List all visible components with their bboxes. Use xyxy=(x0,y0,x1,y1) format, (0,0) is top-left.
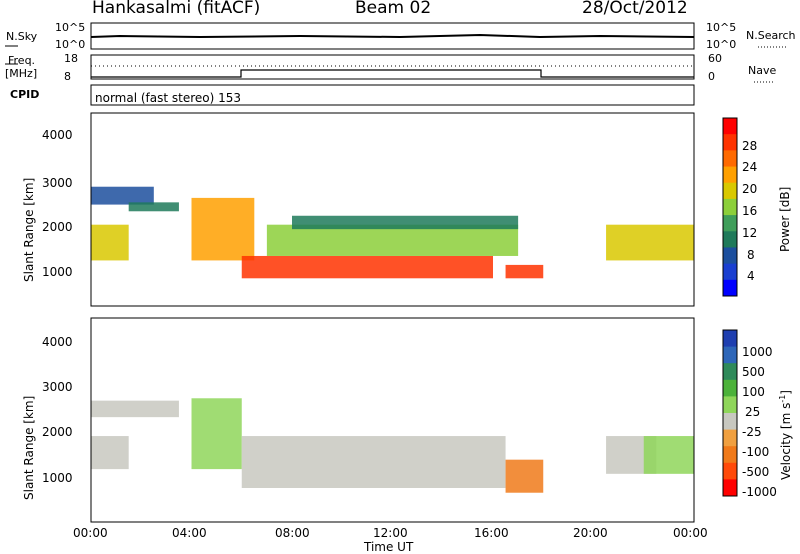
heatmap-cell xyxy=(643,436,694,474)
power-colorbar xyxy=(722,117,738,297)
colorbar-swatch xyxy=(723,413,737,431)
colorbar-swatch xyxy=(723,379,737,397)
nave-tick-high: 60 xyxy=(708,52,722,65)
power-cbar-tick: 28 xyxy=(742,139,758,153)
power-ytick: 1000 xyxy=(42,265,73,279)
power-cbar-tick: 8 xyxy=(747,248,755,262)
colorbar-swatch xyxy=(723,429,737,447)
heatmap-cell xyxy=(241,255,493,279)
heatmap-cell xyxy=(91,186,154,205)
cpid-mode-text: normal (fast stereo) 153 xyxy=(95,91,242,105)
velocity-cbar-tick: 1000 xyxy=(742,345,773,359)
colorbar-swatch xyxy=(723,247,737,265)
colorbar-swatch xyxy=(723,479,737,497)
velocity-ytick: 4000 xyxy=(42,335,73,349)
x-tick: 16:00 xyxy=(474,526,509,540)
x-tick: 04:00 xyxy=(172,526,207,540)
nave-label: Nave xyxy=(748,64,777,77)
power-ytick: 2000 xyxy=(42,220,73,234)
velocity-cbar-tick: -1000 xyxy=(742,485,777,499)
nsky-label: N.Sky xyxy=(6,30,38,43)
beam-title: Beam 02 xyxy=(355,0,432,18)
velocity-cbar-tick: 25 xyxy=(745,405,761,419)
heatmap-cell xyxy=(191,398,242,470)
velocity-cbar-tick: -25 xyxy=(742,425,762,439)
heatmap-cell xyxy=(91,400,179,418)
station-title: Hankasalmi (fitACF) xyxy=(92,0,261,18)
nsky-tick-high: 10^5 xyxy=(55,21,86,34)
power-cbar-tick: 24 xyxy=(742,160,758,174)
velocity-cbar-tick: -100 xyxy=(742,445,770,459)
x-tick: 00:00 xyxy=(73,526,108,540)
x-tick: 08:00 xyxy=(275,526,310,540)
nsky-trace xyxy=(90,33,695,39)
cpid-panel-frame xyxy=(90,84,695,106)
colorbar-swatch xyxy=(723,134,737,151)
colorbar-swatch xyxy=(723,118,737,135)
nsearch-label: N.Search xyxy=(746,29,796,42)
velocity-heatmap xyxy=(91,398,694,493)
velocity-cbar-tick: 500 xyxy=(742,365,765,379)
colorbar-swatch xyxy=(723,166,737,184)
heatmap-cell xyxy=(606,224,694,261)
colorbar-swatch xyxy=(723,346,737,364)
heatmap-cell xyxy=(241,436,506,488)
colorbar-swatch xyxy=(723,446,737,464)
colorbar-swatch xyxy=(723,462,737,480)
colorbar-swatch xyxy=(723,363,737,381)
power-ytick: 3000 xyxy=(42,176,73,190)
velocity-cbar-tick: -500 xyxy=(742,465,770,479)
freq-label-2: [MHz] xyxy=(5,67,38,80)
colorbar-swatch xyxy=(723,182,737,200)
colorbar-swatch xyxy=(723,279,737,297)
freq-panel-frame xyxy=(90,54,695,80)
freq-tick-high: 18 xyxy=(64,52,78,65)
power-heatmap xyxy=(91,186,694,279)
heatmap-cell xyxy=(128,202,179,212)
nave-tick-low: 0 xyxy=(708,70,715,83)
x-tick: 12:00 xyxy=(373,526,408,540)
heatmap-cell xyxy=(191,197,255,261)
freq-tick-low: 8 xyxy=(64,70,71,83)
velocity-ytick: 3000 xyxy=(42,380,73,394)
colorbar-swatch xyxy=(723,215,737,232)
power-ytick: 4000 xyxy=(42,128,73,142)
colorbar-swatch xyxy=(723,396,737,414)
colorbar-swatch xyxy=(723,330,737,348)
power-cbar-tick: 16 xyxy=(742,204,758,218)
heatmap-cell xyxy=(91,436,129,470)
velocity-ytick: 1000 xyxy=(42,471,73,485)
x-axis-label: Time UT xyxy=(364,540,414,554)
x-tick: 20:00 xyxy=(573,526,608,540)
colorbar-swatch xyxy=(723,231,737,248)
x-tick: 00:00 xyxy=(673,526,708,540)
colorbar-swatch xyxy=(723,150,737,168)
date-title: 28/Oct/2012 xyxy=(582,0,688,18)
nsky-tick-low: 10^0 xyxy=(55,38,86,51)
colorbar-frame xyxy=(722,117,738,297)
power-panel-frame xyxy=(90,112,695,307)
colorbar-swatch xyxy=(723,263,737,281)
velocity-panel-frame xyxy=(90,317,695,523)
colorbar-swatch xyxy=(723,198,737,216)
velocity-cbar-tick: 100 xyxy=(742,385,765,399)
freq-trace xyxy=(91,69,694,78)
power-cbar-tick: 4 xyxy=(747,269,755,283)
velocity-colorbar xyxy=(722,329,738,497)
power-cbar-tick: 12 xyxy=(742,226,758,240)
heatmap-cell xyxy=(266,224,519,256)
power-cbar-tick: 20 xyxy=(742,182,758,196)
nsearch-tick-high: 10^5 xyxy=(706,21,737,34)
colorbar-frame xyxy=(722,329,738,497)
heatmap-cell xyxy=(505,264,544,279)
heatmap-cell xyxy=(292,215,519,230)
nsearch-tick-low: 10^0 xyxy=(706,38,737,51)
velocity-ytick: 2000 xyxy=(42,425,73,439)
heatmap-cell xyxy=(505,459,544,493)
cpid-label: CPID xyxy=(10,88,40,101)
heatmap-cell xyxy=(91,224,129,261)
